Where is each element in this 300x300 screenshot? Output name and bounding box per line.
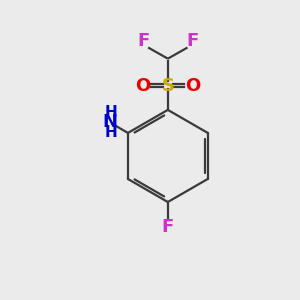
Text: O: O [185,76,200,94]
Text: S: S [161,76,174,94]
Text: H: H [104,105,117,120]
Text: O: O [135,76,151,94]
Text: F: F [137,32,150,50]
Text: F: F [162,218,174,236]
Text: N: N [102,113,117,131]
Text: F: F [186,32,198,50]
Text: H: H [104,124,117,140]
